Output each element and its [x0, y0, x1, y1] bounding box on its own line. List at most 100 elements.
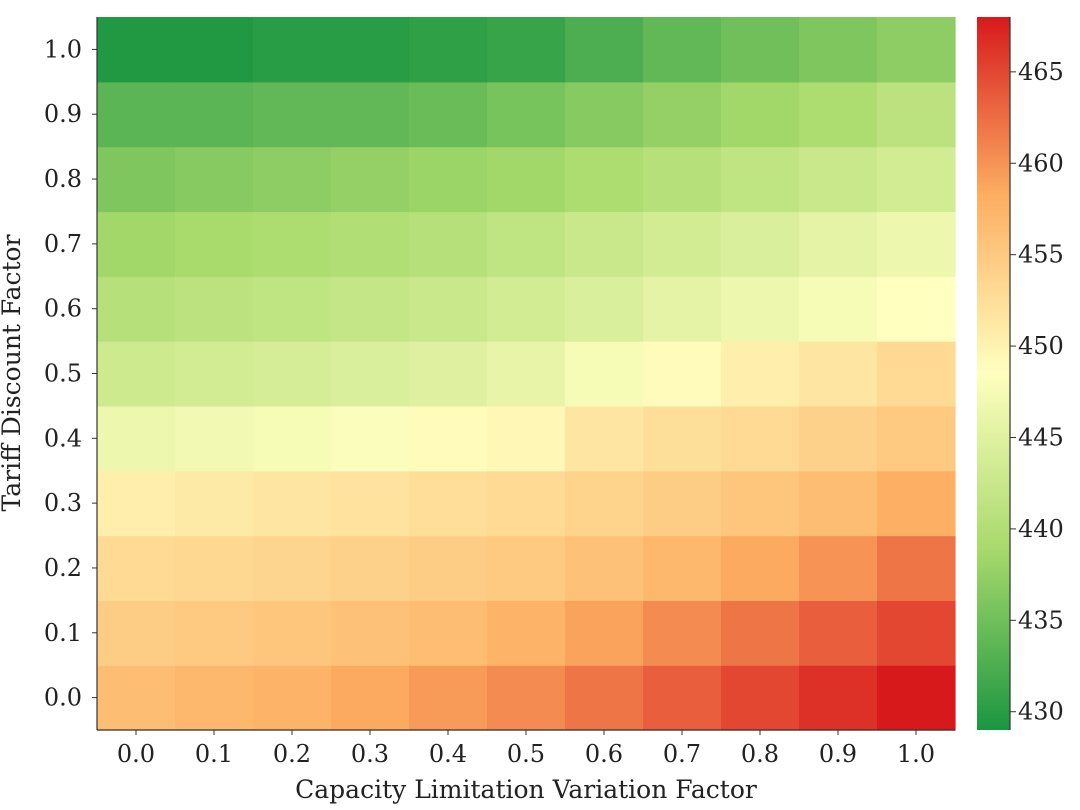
- heatmap-cell: [799, 405, 878, 472]
- heatmap-cell: [409, 146, 488, 213]
- heatmap-cell: [97, 17, 176, 83]
- heatmap-cell: [409, 600, 488, 666]
- x-tick-label: 0.0: [117, 740, 155, 768]
- y-axis-label: Tariff Discount Factor: [0, 234, 26, 511]
- heatmap-cells: [97, 17, 956, 731]
- y-tick-label: 0.0: [44, 684, 82, 712]
- heatmap-cell: [643, 600, 722, 666]
- y-tick-label: 0.6: [44, 295, 82, 323]
- heatmap-cell: [643, 276, 722, 342]
- heatmap-cell: [877, 17, 956, 83]
- heatmap-cell: [643, 17, 722, 83]
- heatmap-cell: [97, 146, 176, 213]
- heatmap-cell: [877, 665, 956, 731]
- heatmap-cell: [565, 600, 644, 666]
- heatmap-cell: [565, 17, 644, 83]
- heatmap-cell: [487, 341, 566, 407]
- heatmap-cell: [175, 276, 254, 342]
- heatmap-cell: [175, 81, 254, 148]
- heatmap-cell: [409, 535, 488, 601]
- colorbar-tick-label: 440: [1018, 515, 1064, 543]
- x-axis-label: Capacity Limitation Variation Factor: [295, 775, 757, 804]
- heatmap-cell: [799, 81, 878, 148]
- heatmap-cell: [253, 341, 332, 407]
- heatmap-cell: [253, 146, 332, 213]
- axes: 0.0 0.1 0.2 0.3 0.4 0.5 0.6 0.7 0.8 0.9 1.0 0.0 0.1 0…: [44, 17, 955, 768]
- heatmap-cell: [331, 470, 410, 537]
- heatmap-cell: [721, 535, 800, 601]
- heatmap-cell: [97, 535, 176, 601]
- heatmap-cell: [331, 146, 410, 213]
- heatmap-cell: [175, 535, 254, 601]
- heatmap-cell: [565, 535, 644, 601]
- heatmap-cell: [799, 600, 878, 666]
- x-tick-label: 0.2: [273, 740, 311, 768]
- heatmap-cell: [643, 535, 722, 601]
- heatmap-cell: [97, 600, 176, 666]
- heatmap-cell: [643, 341, 722, 407]
- heatmap-cell: [97, 470, 176, 537]
- heatmap-cell: [253, 81, 332, 148]
- y-tick-label: 0.5: [44, 360, 82, 388]
- colorbar: 430 435 440 445 450 455 460 465: [977, 17, 1064, 730]
- heatmap-cell: [487, 665, 566, 731]
- heatmap-cell: [331, 276, 410, 342]
- heatmap-cell: [409, 211, 488, 277]
- x-tick-label: 0.7: [663, 740, 701, 768]
- heatmap-cell: [253, 211, 332, 277]
- heatmap-cell: [721, 665, 800, 731]
- colorbar-tick-label: 455: [1018, 241, 1064, 269]
- x-tick-label: 0.8: [741, 740, 779, 768]
- y-tick-label: 0.4: [44, 424, 82, 452]
- heatmap-cell: [877, 211, 956, 277]
- heatmap-cell: [565, 146, 644, 213]
- heatmap-cell: [331, 405, 410, 472]
- heatmap-cell: [799, 211, 878, 277]
- heatmap-cell: [253, 17, 332, 83]
- heatmap-cell: [331, 665, 410, 731]
- heatmap-cell: [487, 600, 566, 666]
- heatmap-cell: [409, 405, 488, 472]
- heatmap-cell: [487, 146, 566, 213]
- y-tick-label: 0.3: [44, 489, 82, 517]
- heatmap-cell: [97, 665, 176, 731]
- heatmap-cell: [97, 341, 176, 407]
- heatmap-cell: [409, 470, 488, 537]
- x-tick-label: 0.6: [585, 740, 623, 768]
- heatmap-cell: [877, 535, 956, 601]
- y-tick-label: 0.7: [44, 230, 82, 258]
- heatmap-cell: [409, 81, 488, 148]
- heatmap-cell: [721, 81, 800, 148]
- heatmap-cell: [721, 341, 800, 407]
- heatmap-cell: [799, 665, 878, 731]
- heatmap-cell: [487, 470, 566, 537]
- heatmap-cell: [253, 665, 332, 731]
- heatmap-cell: [409, 665, 488, 731]
- heatmap-cell: [175, 211, 254, 277]
- heatmap-cell: [97, 276, 176, 342]
- heatmap-cell: [643, 81, 722, 148]
- heatmap-cell: [487, 81, 566, 148]
- heatmap-cell: [175, 600, 254, 666]
- heatmap-cell: [565, 81, 644, 148]
- x-tick-label: 0.9: [819, 740, 857, 768]
- heatmap-cell: [253, 535, 332, 601]
- y-tick-label: 0.9: [44, 100, 82, 128]
- heatmap-cell: [331, 600, 410, 666]
- colorbar-tick-label: 430: [1018, 698, 1064, 726]
- heatmap-cell: [643, 665, 722, 731]
- x-tick-label: 0.3: [351, 740, 389, 768]
- heatmap-cell: [877, 341, 956, 407]
- heatmap-cell: [331, 341, 410, 407]
- heatmap-cell: [877, 470, 956, 537]
- colorbar-gradient: [977, 17, 1010, 730]
- heatmap-cell: [799, 276, 878, 342]
- heatmap-cell: [253, 600, 332, 666]
- heatmap-cell: [409, 276, 488, 342]
- heatmap-cell: [409, 17, 488, 83]
- heatmap-cell: [799, 535, 878, 601]
- heatmap-cell: [97, 405, 176, 472]
- heatmap-cell: [721, 470, 800, 537]
- heatmap-cell: [721, 276, 800, 342]
- heatmap-cell: [175, 665, 254, 731]
